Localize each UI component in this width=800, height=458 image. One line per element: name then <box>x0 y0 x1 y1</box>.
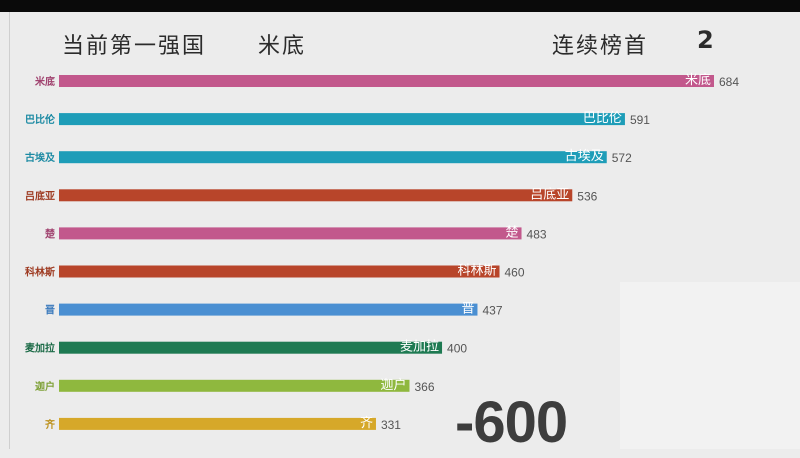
category-label-9: 迦户 <box>35 380 55 393</box>
value-label-8: 400 <box>447 342 467 356</box>
bar-2 <box>59 113 625 126</box>
leader-name: 米底 <box>258 34 307 59</box>
bar-9 <box>59 379 410 392</box>
category-label-2: 巴比伦 <box>25 113 56 126</box>
bar-inner-label-10: 齐 <box>360 415 373 431</box>
bar-8 <box>59 341 443 354</box>
category-label-10: 齐 <box>45 418 56 431</box>
leader-label: 当前第一强国 <box>62 34 207 59</box>
bar-inner-label-6: 科林斯 <box>457 264 496 279</box>
bar-inner-label-5: 楚 <box>506 225 519 240</box>
category-label-8: 麦加拉 <box>25 342 55 355</box>
bar-inner-label-9: 迦户 <box>380 377 406 393</box>
bar-inner-label-8: 麦加拉 <box>400 340 439 355</box>
value-label-6: 460 <box>504 266 524 280</box>
value-label-7: 437 <box>482 304 502 318</box>
bar-3 <box>59 151 607 164</box>
value-label-5: 483 <box>527 227 547 241</box>
bar-inner-label-4: 吕底亚 <box>530 186 569 202</box>
value-label-4: 536 <box>577 189 597 203</box>
bar-1 <box>59 75 714 87</box>
top-black-bar <box>0 0 800 12</box>
category-label-3: 古埃及 <box>25 151 56 164</box>
streak-count: 2 <box>697 26 714 54</box>
value-label-2: 591 <box>630 113 650 127</box>
bar-inner-label-1: 米底 <box>685 72 711 88</box>
bar-inner-label-2: 巴比伦 <box>583 111 622 126</box>
category-label-7: 晋 <box>45 305 55 317</box>
bar-inner-label-7: 晋 <box>461 302 474 317</box>
value-label-1: 684 <box>719 75 739 89</box>
year-label: -600 <box>455 390 568 455</box>
category-label-1: 米底 <box>35 75 55 88</box>
bar-7 <box>59 303 478 316</box>
bar-6 <box>59 265 500 278</box>
value-label-9: 366 <box>414 380 434 394</box>
category-label-4: 吕底亚 <box>25 189 55 202</box>
category-label-5: 楚 <box>44 227 55 240</box>
bar-4 <box>59 189 573 202</box>
streak-label: 连续榜首 <box>552 34 649 59</box>
corner-panel <box>620 282 800 449</box>
value-label-10: 331 <box>381 418 401 432</box>
category-label-6: 科林斯 <box>25 266 55 279</box>
bar-10 <box>59 417 376 430</box>
left-border-line <box>9 12 10 449</box>
value-label-3: 572 <box>612 151 632 165</box>
bar-inner-label-3: 古埃及 <box>565 149 604 164</box>
bar-5 <box>59 227 522 240</box>
